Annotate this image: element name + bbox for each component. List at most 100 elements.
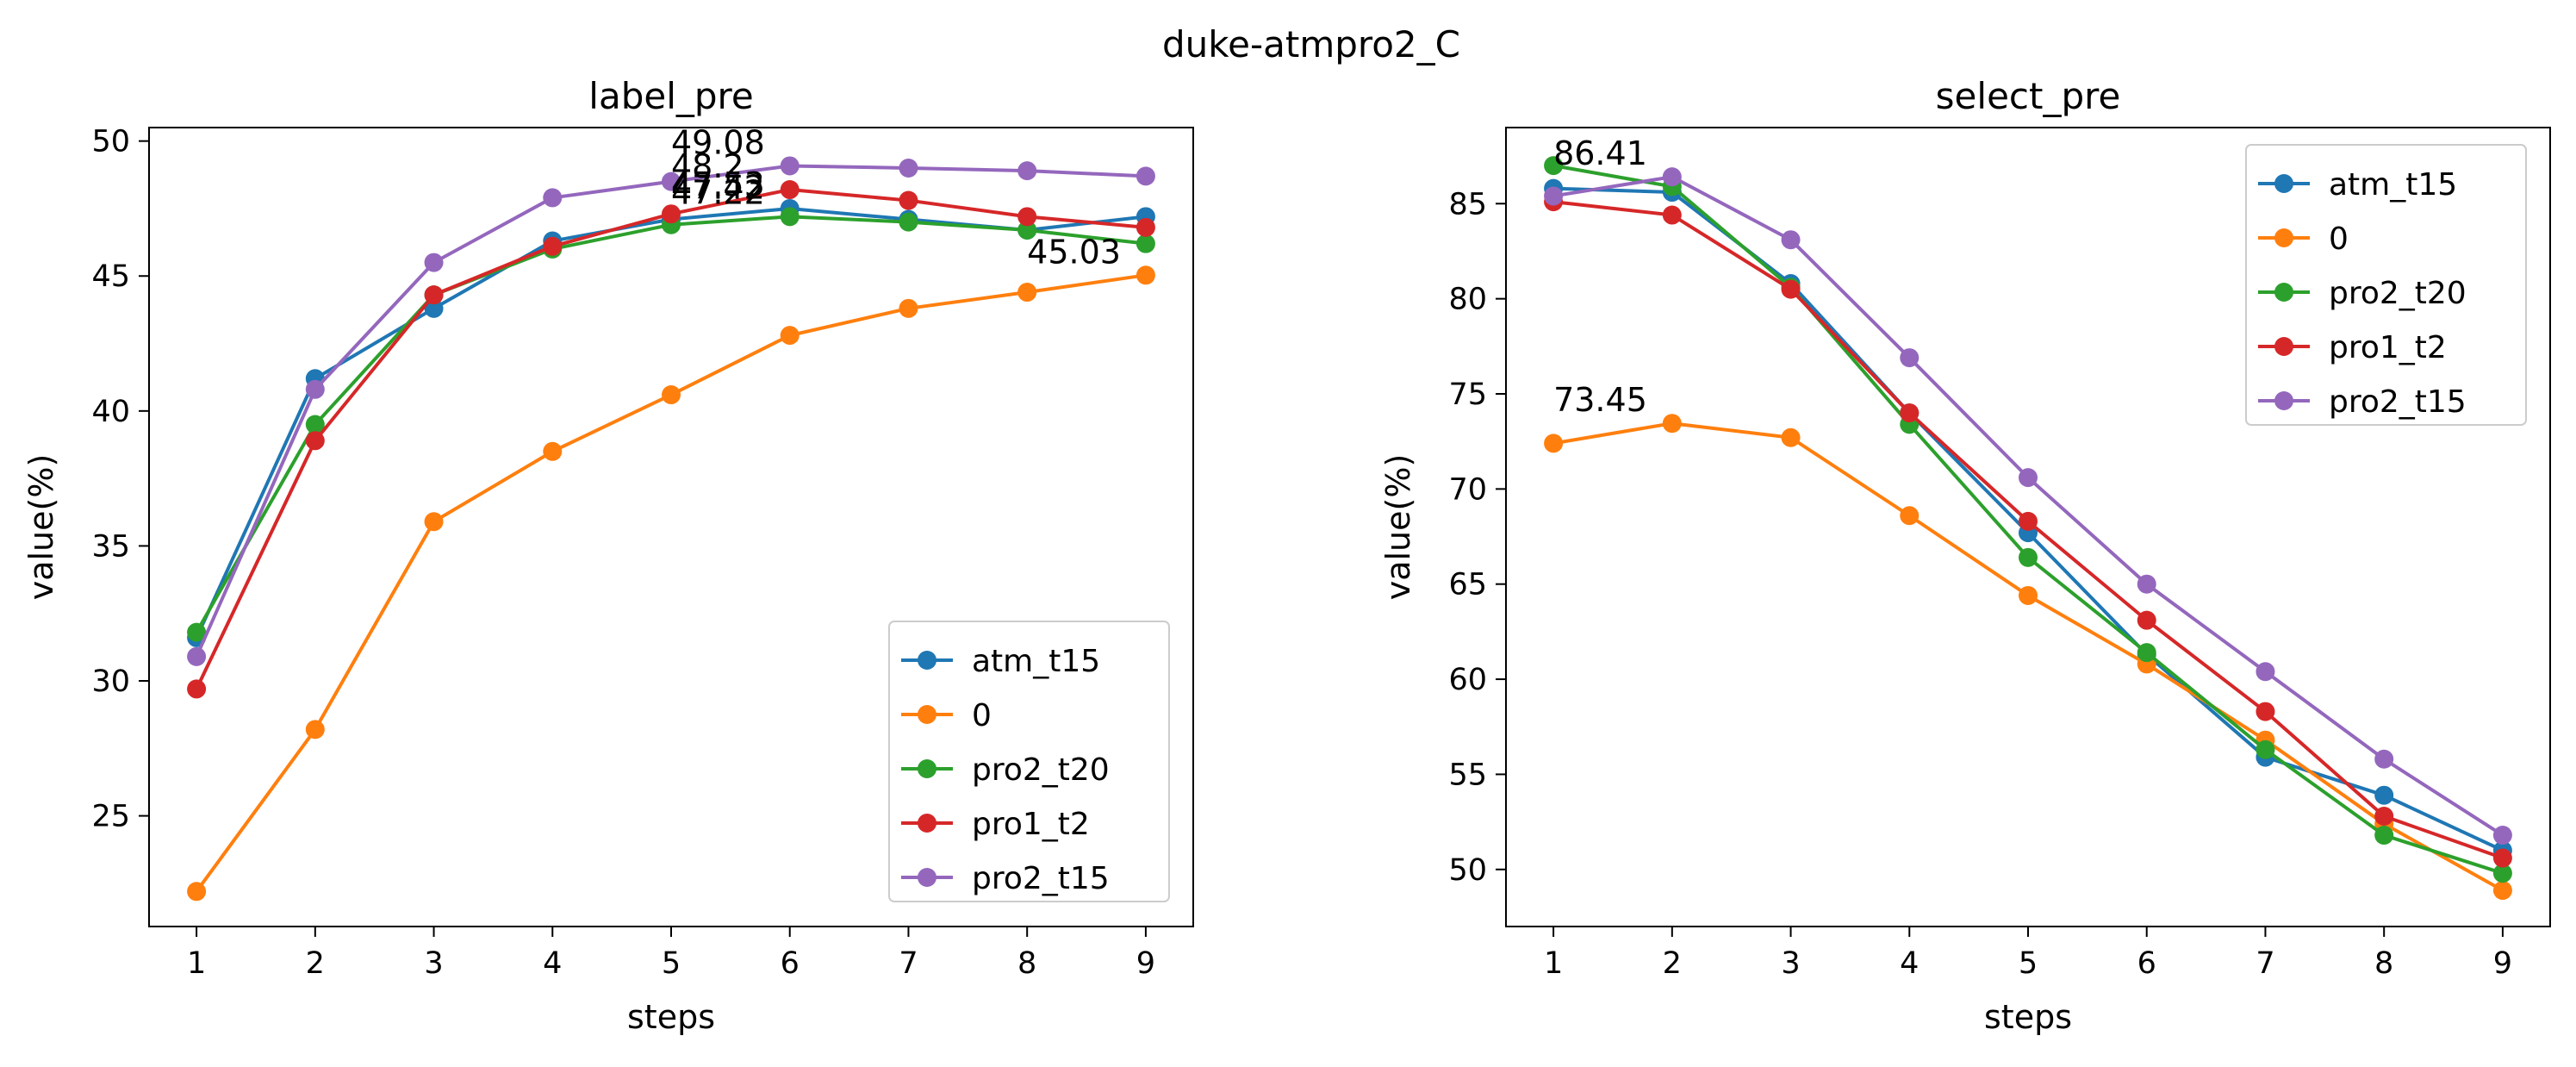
legend-label: pro2_t20: [2329, 276, 2467, 311]
x-tick-label: 6: [2137, 946, 2156, 981]
x-tick-label: 9: [2493, 946, 2512, 981]
data-point: [2374, 749, 2394, 769]
y-tick-label: 40: [91, 395, 130, 429]
data-point: [1900, 348, 1920, 368]
data-point: [2374, 785, 2394, 805]
legend-item: pro1_t2: [901, 807, 1090, 842]
y-tick-label: 65: [1448, 568, 1487, 602]
series-0: [187, 265, 1155, 902]
legend-label: pro1_t2: [2329, 330, 2447, 365]
legend-item: 0: [2258, 222, 2349, 257]
series-line: [195, 206, 1147, 639]
x-tick-label: 5: [662, 946, 681, 981]
data-point: [187, 679, 207, 699]
data-point: [424, 298, 444, 318]
legend: atm_t15 0 pro2_t20 pro1_t2 pro2_t15: [888, 621, 1170, 902]
x-tick-label: 3: [424, 946, 443, 981]
y-tick-label: 75: [1448, 378, 1487, 412]
data-point: [1544, 434, 1564, 453]
legend-item: pro2_t15: [2258, 384, 2467, 420]
data-point: [1136, 234, 1155, 253]
series-pro2_t15: [1544, 167, 2512, 845]
legend-label: pro2_t20: [972, 752, 1110, 788]
legend-label: atm_t15: [2329, 167, 2457, 203]
data-point: [187, 646, 207, 666]
legend-item: pro2_t20: [901, 752, 1110, 788]
x-axis-label: steps: [1984, 998, 2072, 1036]
data-point: [2019, 511, 2038, 531]
data-point: [1781, 279, 1801, 299]
data-point: [1017, 161, 1037, 181]
data-annotation: 47.42: [671, 168, 765, 206]
data-point: [543, 441, 563, 461]
legend-label: 0: [972, 698, 992, 733]
data-point: [2019, 547, 2038, 567]
data-point: [187, 622, 207, 642]
legend-item: pro2_t20: [2258, 276, 2467, 311]
legend-swatch-marker: [2274, 391, 2293, 410]
data-point: [2137, 574, 2156, 594]
data-point: [1662, 167, 1682, 187]
data-point: [2492, 881, 2512, 901]
x-tick-label: 4: [1900, 946, 1919, 981]
data-point: [1136, 166, 1155, 186]
legend: atm_t15 0 pro2_t20 pro1_t2 pro2_t15: [2245, 144, 2527, 426]
data-point: [305, 379, 325, 399]
y-tick-label: 70: [1448, 472, 1487, 507]
legend-swatch-marker: [2274, 228, 2293, 247]
series-line: [1552, 421, 2504, 892]
data-point: [1136, 265, 1155, 285]
select-pre-chart: select_pre 1 2 3 4 5 6 7 8 9 50 55 60 65 70 75 80 85 steps…: [1379, 75, 2551, 1036]
series-pro2_t15: [187, 156, 1155, 666]
series-pro1_t2: [187, 180, 1155, 699]
data-annotation: 86.41: [1553, 134, 1647, 172]
data-point: [2256, 739, 2275, 759]
data-point: [1662, 414, 1682, 434]
data-point: [543, 188, 563, 208]
y-tick-label: 50: [91, 125, 130, 159]
x-tick-label: 7: [899, 946, 918, 981]
data-point: [424, 512, 444, 532]
data-point: [424, 285, 444, 305]
y-tick-label: 50: [1448, 853, 1487, 888]
y-tick-label: 45: [91, 259, 130, 294]
x-tick-label: 5: [2019, 946, 2038, 981]
x-tick-label: 1: [1544, 946, 1563, 981]
data-annotation: 49.08: [671, 123, 765, 161]
data-point: [187, 882, 207, 902]
legend-item: atm_t15: [2258, 167, 2457, 203]
data-point: [899, 212, 918, 232]
data-point: [424, 253, 444, 272]
legend-label: atm_t15: [972, 644, 1100, 679]
y-tick-label: 35: [91, 529, 130, 564]
legend-swatch-marker: [918, 814, 936, 833]
data-point: [1900, 506, 1920, 526]
data-point: [2492, 848, 2512, 868]
y-tick-label: 25: [91, 800, 130, 834]
y-tick-label: 55: [1448, 758, 1487, 792]
legend-box: [888, 621, 1170, 902]
data-point: [1017, 221, 1037, 240]
data-point: [1781, 427, 1801, 447]
y-tick-label: 80: [1448, 283, 1487, 317]
x-tick-label: 2: [1663, 946, 1682, 981]
legend-swatch-marker: [2274, 337, 2293, 356]
legend-box: [2245, 144, 2527, 426]
x-tick-label: 7: [2256, 946, 2274, 981]
legend-item: pro1_t2: [2258, 330, 2447, 365]
data-point: [780, 180, 800, 200]
legend-swatch-marker: [918, 868, 936, 887]
legend-item: atm_t15: [901, 644, 1100, 679]
legend-swatch-marker: [918, 759, 936, 778]
x-tick-label: 1: [187, 946, 206, 981]
legend-item: pro2_t15: [901, 861, 1110, 896]
x-tick-label: 2: [306, 946, 325, 981]
data-point: [2374, 826, 2394, 845]
series-line: [195, 215, 1147, 633]
y-tick-label: 85: [1448, 187, 1487, 222]
data-point: [1544, 156, 1564, 176]
data-point: [2137, 643, 2156, 663]
x-tick-label: 8: [1017, 946, 1036, 981]
data-point: [2019, 585, 2038, 605]
